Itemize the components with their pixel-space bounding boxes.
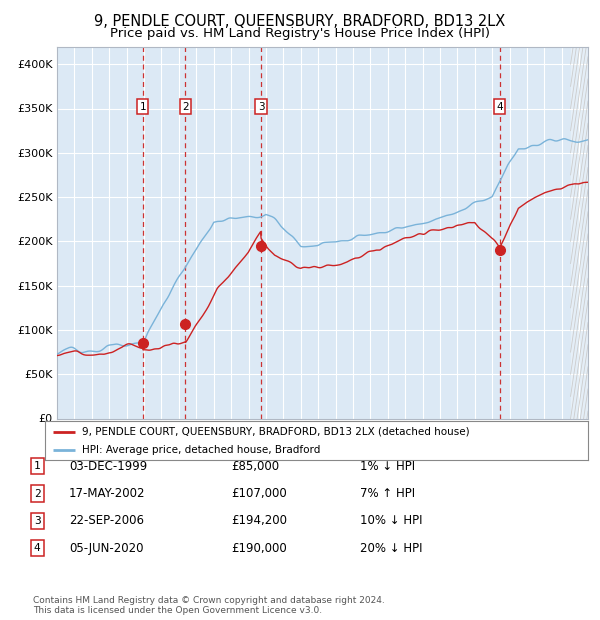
Text: 05-JUN-2020: 05-JUN-2020 bbox=[69, 542, 143, 554]
Text: 10% ↓ HPI: 10% ↓ HPI bbox=[360, 515, 422, 527]
Text: Price paid vs. HM Land Registry's House Price Index (HPI): Price paid vs. HM Land Registry's House … bbox=[110, 27, 490, 40]
Text: 7% ↑ HPI: 7% ↑ HPI bbox=[360, 487, 415, 500]
Text: 03-DEC-1999: 03-DEC-1999 bbox=[69, 460, 147, 472]
Text: 4: 4 bbox=[496, 102, 503, 112]
Text: 2: 2 bbox=[34, 489, 41, 498]
Text: 4: 4 bbox=[34, 543, 41, 553]
Text: 9, PENDLE COURT, QUEENSBURY, BRADFORD, BD13 2LX: 9, PENDLE COURT, QUEENSBURY, BRADFORD, B… bbox=[94, 14, 506, 29]
Text: £190,000: £190,000 bbox=[231, 542, 287, 554]
Text: 22-SEP-2006: 22-SEP-2006 bbox=[69, 515, 144, 527]
Text: 17-MAY-2002: 17-MAY-2002 bbox=[69, 487, 146, 500]
Text: 3: 3 bbox=[258, 102, 265, 112]
Text: Contains HM Land Registry data © Crown copyright and database right 2024.
This d: Contains HM Land Registry data © Crown c… bbox=[33, 596, 385, 615]
Text: 9, PENDLE COURT, QUEENSBURY, BRADFORD, BD13 2LX (detached house): 9, PENDLE COURT, QUEENSBURY, BRADFORD, B… bbox=[82, 427, 470, 436]
Text: 1% ↓ HPI: 1% ↓ HPI bbox=[360, 460, 415, 472]
Text: £85,000: £85,000 bbox=[231, 460, 279, 472]
Text: HPI: Average price, detached house, Bradford: HPI: Average price, detached house, Brad… bbox=[82, 445, 320, 455]
Text: 2: 2 bbox=[182, 102, 188, 112]
Text: £194,200: £194,200 bbox=[231, 515, 287, 527]
Text: £107,000: £107,000 bbox=[231, 487, 287, 500]
Text: 20% ↓ HPI: 20% ↓ HPI bbox=[360, 542, 422, 554]
Text: 3: 3 bbox=[34, 516, 41, 526]
Text: 1: 1 bbox=[139, 102, 146, 112]
Text: 1: 1 bbox=[34, 461, 41, 471]
